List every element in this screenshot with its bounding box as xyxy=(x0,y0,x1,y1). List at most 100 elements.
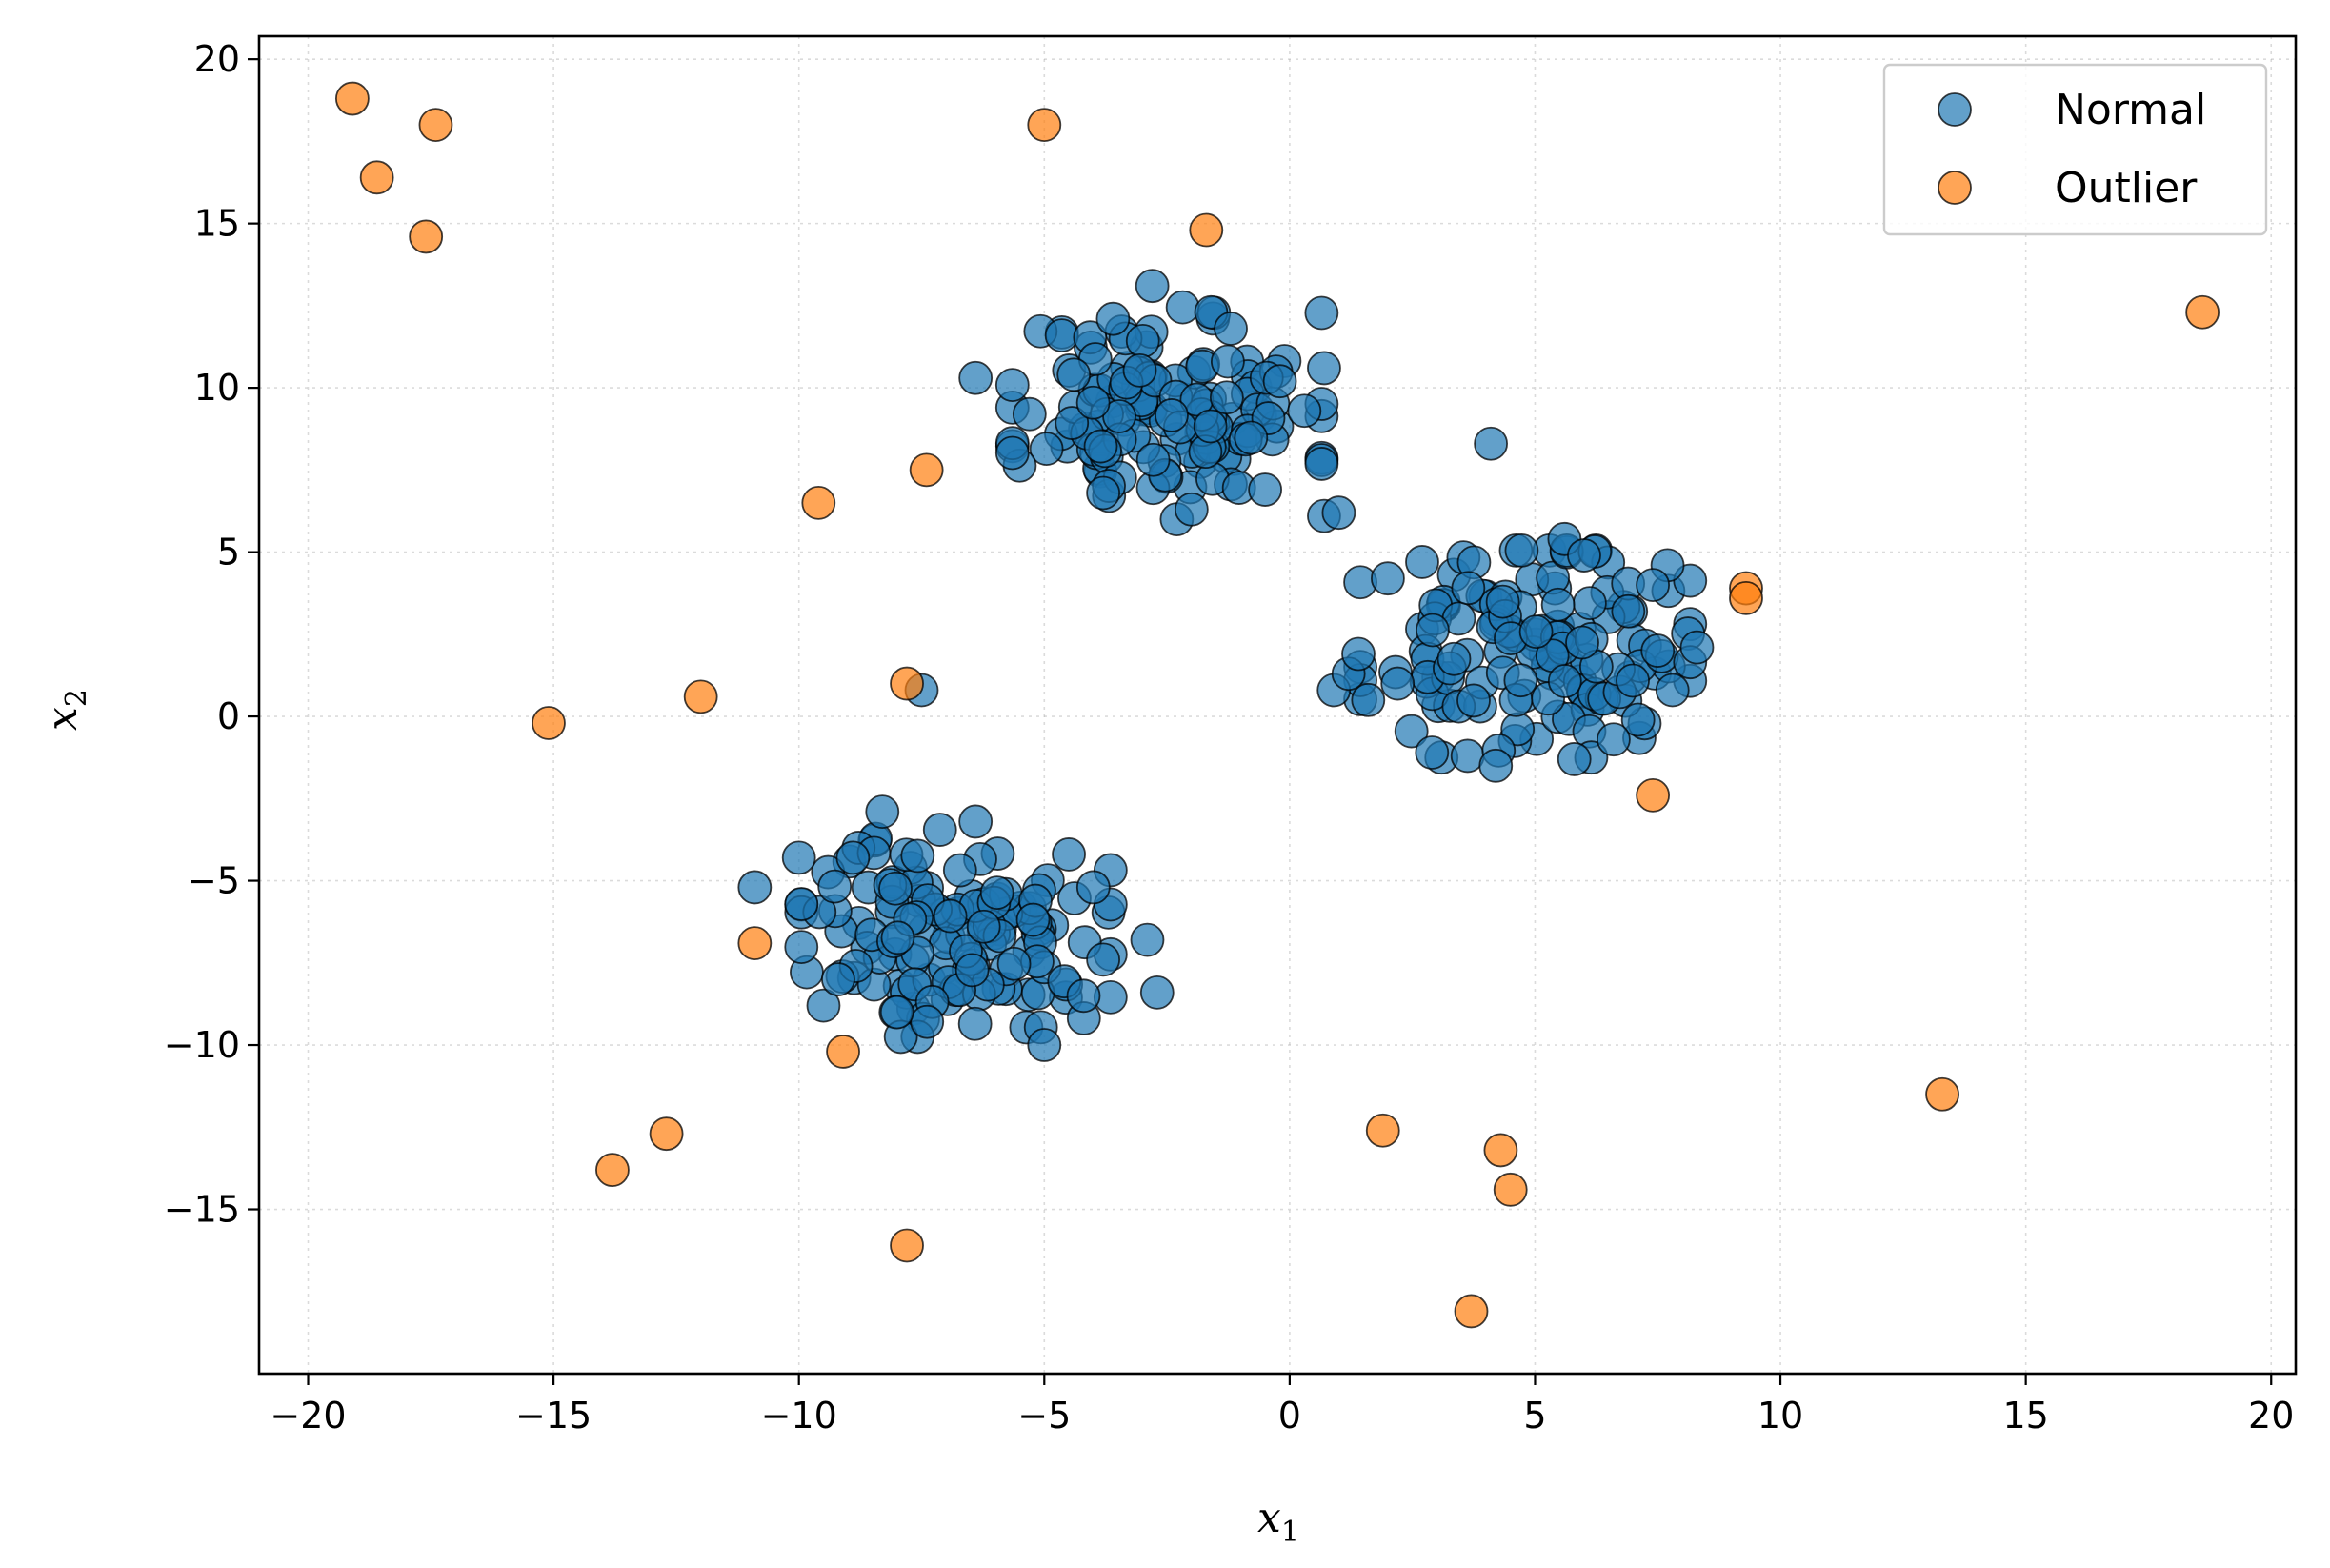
normal-point xyxy=(1055,406,1090,440)
outlier-point xyxy=(409,219,444,254)
y-tick-label: 5 xyxy=(217,532,240,573)
x-tick-label: −20 xyxy=(270,1395,346,1437)
legend-label-normal: Normal xyxy=(2055,86,2206,134)
normal-point xyxy=(1540,587,1576,622)
normal-point xyxy=(1557,742,1592,776)
outlier-point xyxy=(1493,1172,1528,1207)
normal-point xyxy=(1415,735,1450,770)
normal-point xyxy=(1304,447,1339,481)
legend-label-outlier: Outlier xyxy=(2055,164,2198,212)
y-tick-label: 0 xyxy=(217,695,240,737)
normal-point xyxy=(1596,722,1631,757)
y-tick-label: 10 xyxy=(194,367,240,409)
normal-point xyxy=(1086,942,1121,977)
outlier-point xyxy=(1483,1133,1518,1168)
outlier-point xyxy=(1636,777,1671,813)
normal-point xyxy=(1262,364,1297,399)
normal-point xyxy=(1015,902,1051,937)
y-axis-label: x2 xyxy=(38,689,93,731)
outlier-point xyxy=(2185,294,2220,330)
normal-point xyxy=(922,813,957,847)
normal-point xyxy=(1504,533,1539,568)
outlier-point xyxy=(1729,580,1763,615)
normal-point xyxy=(1086,475,1121,511)
outlier-point xyxy=(649,1116,684,1152)
normal-point xyxy=(1616,663,1650,698)
x-tick-label: 0 xyxy=(1278,1395,1301,1437)
normal-point xyxy=(1304,295,1339,331)
y-tick-label: −5 xyxy=(187,860,240,902)
outlier-point xyxy=(890,1228,924,1263)
x-tick-label: −15 xyxy=(515,1395,592,1437)
outlier-point xyxy=(595,1153,630,1188)
normal-point xyxy=(966,909,1001,944)
normal-point xyxy=(1620,702,1656,737)
normal-point xyxy=(737,870,773,905)
normal-point xyxy=(1083,429,1118,464)
normal-point xyxy=(958,360,994,395)
outlier-point xyxy=(359,160,394,195)
normal-point xyxy=(1341,636,1376,672)
outlier-point xyxy=(826,1035,860,1069)
x-tick-label: 15 xyxy=(2002,1395,2048,1437)
normal-point xyxy=(1436,641,1472,676)
legend-box xyxy=(1882,63,2268,236)
normal-point xyxy=(1679,630,1715,665)
y-tick-label: −10 xyxy=(164,1024,240,1066)
normal-point xyxy=(994,435,1030,471)
normal-point xyxy=(1636,568,1671,602)
normal-point xyxy=(1416,613,1450,648)
normal-point xyxy=(1451,571,1486,606)
normal-point xyxy=(1075,385,1111,420)
normal-point xyxy=(1474,426,1509,461)
normal-point xyxy=(979,875,1014,910)
normal-point xyxy=(1248,472,1283,507)
normal-point xyxy=(1572,586,1607,620)
normal-point xyxy=(1307,351,1341,386)
normal-point xyxy=(1044,318,1079,353)
normal-point xyxy=(1640,633,1676,668)
normal-point xyxy=(878,871,913,906)
x-tick-label: 10 xyxy=(1758,1395,1803,1437)
outlier-point xyxy=(737,926,773,960)
x-tick-label: 20 xyxy=(2248,1395,2294,1437)
normal-point xyxy=(942,853,977,888)
y-tick-label: −15 xyxy=(164,1189,240,1231)
normal-point xyxy=(910,1004,945,1039)
normal-point xyxy=(1405,545,1439,579)
normal-point xyxy=(1565,625,1599,660)
normal-point xyxy=(1029,432,1064,467)
normal-point xyxy=(1066,978,1101,1014)
normal-point xyxy=(784,887,819,921)
normal-point xyxy=(880,920,915,955)
normal-point xyxy=(806,988,841,1023)
normal-point xyxy=(1122,352,1157,388)
normal-point xyxy=(865,794,900,830)
outlier-point xyxy=(1454,1294,1489,1329)
outlier-point xyxy=(683,679,718,714)
normal-point xyxy=(1503,663,1538,698)
x-tick-label: −10 xyxy=(761,1395,837,1437)
normal-point xyxy=(1456,683,1491,718)
x-axis-label: x1 xyxy=(1257,1494,1299,1549)
x-tick-label: −5 xyxy=(1017,1395,1071,1437)
normal-point xyxy=(1478,748,1514,783)
normal-point xyxy=(784,930,819,965)
normal-point xyxy=(817,869,853,904)
normal-point xyxy=(1547,664,1582,698)
x-tick-label: 5 xyxy=(1523,1395,1546,1437)
legend: Normal Outlier xyxy=(1882,63,2268,236)
normal-point xyxy=(1052,837,1086,872)
plot-area-frame xyxy=(257,34,2298,1376)
normal-point xyxy=(1193,409,1228,444)
normal-point xyxy=(1485,584,1520,619)
normal-point xyxy=(1056,357,1092,392)
normal-point xyxy=(1611,593,1646,629)
outlier-point xyxy=(1925,1076,1959,1112)
normal-point xyxy=(1125,323,1160,358)
normal-point xyxy=(1135,442,1171,477)
y-tick-label: 20 xyxy=(194,38,240,80)
normal-point xyxy=(1287,393,1322,429)
normal-point xyxy=(1234,420,1269,455)
outlier-point xyxy=(909,452,944,488)
